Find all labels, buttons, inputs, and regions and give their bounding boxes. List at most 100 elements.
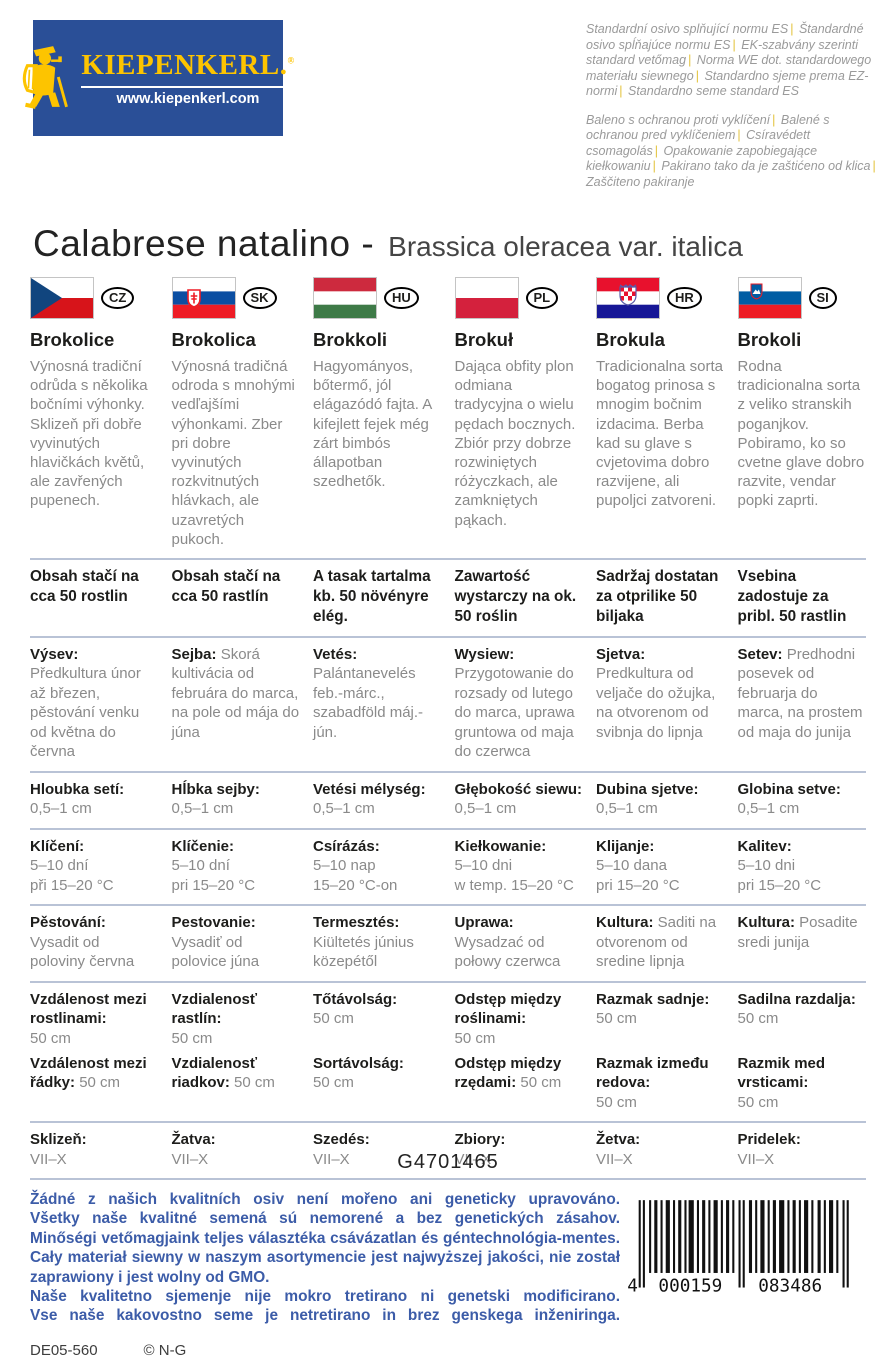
hr-spacing: Razmak sadnje: 50 cm Razmak između redova… <box>596 990 710 1111</box>
country-badge-sk: SK <box>242 286 277 310</box>
cz-germination: Klíčení: 5–10 dní při 15–20 °C <box>30 837 114 894</box>
hr-depth: Dubina sjetve: 0,5–1 cm <box>596 780 699 818</box>
logo-divider <box>81 86 295 88</box>
harvest-row: Sklizeň: VII–X Žatva: VII–X Szedés: VII–X Z… <box>30 1121 866 1180</box>
hr-harvest: Žetva: VII–X <box>596 1131 641 1168</box>
hu-cultivation: Termesztés: Kiültetés június közepétől <box>313 914 414 970</box>
flag-pl-icon <box>454 277 519 319</box>
sk-germination: Klíčenie: 5–10 dní pri 15–20 °C <box>171 837 256 894</box>
flag-hu-icon <box>313 277 377 319</box>
standards-notes: Standardní osivo splňující normu ES | Šta… <box>586 20 882 203</box>
botanical-name: Brassica oleracea var. italica <box>388 231 743 262</box>
print-codes: DE05-560 © N-G <box>30 1326 620 1359</box>
hu-depth: Vetési mélység: 0,5–1 cm <box>313 780 426 818</box>
brand-website: www.kiepenkerl.com <box>116 91 260 107</box>
standards-note: Standardní osivo splňující normu ES | Šta… <box>586 22 872 98</box>
sk-content-amount: Obsah stačí na cca 50 rastlín <box>171 567 281 605</box>
note-separator: | <box>772 112 776 127</box>
sk-sowing: Sejba: Skorá kultivácia od februára do m… <box>171 645 300 741</box>
crop-name-hr: Brokula <box>596 329 665 350</box>
cz-spacing: Vzdálenost mezi rostlinami: 50 cm Vzdálen… <box>30 990 147 1092</box>
note-separator: | <box>652 159 656 173</box>
si-germination: Kalitev: 5–10 dni pri 15–20 °C <box>737 837 822 894</box>
barcode-icon: 4 000159 083486 <box>627 1200 849 1297</box>
description-pl: Dająca obfity plon odmiana tradycyjna o … <box>454 358 576 529</box>
description-si: Rodna tradicionalna sorta z veliko stran… <box>737 358 865 510</box>
top-bar: KIEPENKERL.® www.kiepenkerl.com Standard… <box>0 0 896 203</box>
flag-si-icon <box>737 277 802 319</box>
description-sk: Výnosná tradičná odroda s mnohými vedľaj… <box>171 358 295 548</box>
cz-depth: Hloubka setí: 0,5–1 cm <box>30 780 125 818</box>
quality-line-hr: Naše kvalitetno sjemenje nije mokro tret… <box>30 1288 620 1306</box>
pl-sowing: Wysiew: Przygotowanie do rozsady od lute… <box>454 645 575 761</box>
note-separator: | <box>732 37 736 52</box>
flag-sk-icon <box>171 277 236 319</box>
crop-name-hu: Brokkoli <box>313 329 388 350</box>
country-badge-si: SI <box>808 286 837 310</box>
hu-column-header: HU Brokkoli Hagyományos, bőtermő, jól el… <box>313 277 442 549</box>
note-separator: | <box>695 68 699 83</box>
si-column-header: SI Brokoli Rodna tradicionalna sorta z v… <box>737 277 867 549</box>
crop-name-si: Brokoli <box>737 329 802 350</box>
brand-name: KIEPENKERL.® <box>81 49 295 81</box>
sk-spacing: Vzdialenosť rastlín: 50 cm Vzdialenosť ri… <box>171 990 275 1092</box>
pl-germination: Kiełkowanie: 5–10 dni w temp. 15–20 °C <box>454 837 574 894</box>
quality-line-pl: Cały materiał siewny w naszym asortymenc… <box>30 1249 620 1286</box>
pl-cultivation: Uprawa: Wysadzać od połowy czerwca <box>454 914 561 970</box>
note-separator: | <box>688 53 692 67</box>
description-hr: Tradicionalna sorta bogatog prinosa s mn… <box>596 358 724 510</box>
description-cz: Výnosná tradiční odrůda s několika boční… <box>30 358 148 510</box>
crop-name-pl: Brokuł <box>454 329 514 350</box>
cz-content-amount: Obsah stačí na cca 50 rostlin <box>30 567 139 605</box>
barcode-digits-left: 000159 <box>658 1277 722 1297</box>
si-harvest: Pridelek: VII–X <box>737 1131 801 1168</box>
pl-harvest: Zbiory: VII–X <box>454 1131 506 1168</box>
note-separator: | <box>790 22 794 36</box>
hu-spacing: Tőtávolság: 50 cm Sortávolság: 50 cm <box>313 990 404 1092</box>
note-separator: | <box>654 143 658 158</box>
si-content-amount: Vsebina zadostuje za pribl. 50 rastlin <box>737 567 847 625</box>
lot-code: DE05-560 <box>30 1341 98 1359</box>
content-amount-row: Obsah stačí na cca 50 rostlin Obsah stač… <box>30 557 866 636</box>
note-separator: | <box>737 128 741 142</box>
hu-harvest: Szedés: VII–X <box>313 1131 370 1168</box>
hr-germination: Klijanje: 5–10 dana pri 15–20 °C <box>596 837 680 894</box>
pl-content-amount: Zawartość wystarczy na ok. 50 roślin <box>454 567 577 625</box>
quality-line-si: Vse naše kakovostno seme je netretirano … <box>30 1307 620 1325</box>
barcode-digits-right: 083486 <box>758 1277 822 1297</box>
country-badge-cz: CZ <box>101 286 135 310</box>
country-badge-hu: HU <box>384 286 419 310</box>
registered-mark-icon: ® <box>287 55 295 66</box>
hr-sowing: Sjetva: Predkultura od veljače do ožujka… <box>596 645 716 741</box>
si-depth: Globina setve: 0,5–1 cm <box>737 780 841 818</box>
quality-line-sk: Všetky naše kvalitné semená sú nemorené … <box>30 1210 620 1228</box>
spacing-row: Vzdálenost mezi rostlinami: 50 cm Vzdálen… <box>30 980 866 1122</box>
depth-row: Hloubka setí: 0,5–1 cm Hĺbka sejby: 0,5–1 … <box>30 770 866 828</box>
hr-column-header: HR Brokula Tradicionalna sorta bogatog p… <box>596 277 725 549</box>
pl-depth: Głębokość siewu: 0,5–1 cm <box>454 780 583 818</box>
sk-harvest: Žatva: VII–X <box>171 1131 216 1168</box>
header-row: CZ Brokolice Výnosná tradiční odrůda s n… <box>30 275 866 558</box>
hr-content-amount: Sadržaj dostatan za otprilike 50 biljaka <box>596 567 719 625</box>
sk-depth: Hĺbka sejby: 0,5–1 cm <box>171 780 260 818</box>
flag-hr-icon <box>596 277 660 319</box>
sowing-row: Výsev: Předkultura únor až březen, pěsto… <box>30 635 866 771</box>
footer: Žádné z našich kvalitních osiv není moře… <box>0 1180 896 1359</box>
hu-germination: Csírázás: 5–10 nap 15–20 °C-on <box>313 837 398 894</box>
hu-content-amount: A tasak tartalma kb. 50 növényre elég. <box>313 567 431 625</box>
si-spacing: Sadilna razdalja: 50 cm Razmik med vrstic… <box>737 990 856 1111</box>
si-cultivation: Kultura: Posadite sredi junija <box>737 914 858 951</box>
ean-barcode: 4 000159 083486 <box>620 1196 882 1305</box>
cz-column-header: CZ Brokolice Výnosná tradiční odrůda s n… <box>30 277 159 549</box>
sk-column-header: SK Brokolica Výnosná tradičná odroda s m… <box>171 277 301 549</box>
quality-statement: Žádné z našich kvalitních osiv není moře… <box>30 1190 620 1326</box>
variety-title: Calabrese natalino - <box>33 223 375 264</box>
country-badge-pl: PL <box>525 286 559 310</box>
hr-cultivation: Kultura: Saditi na otvorenom od sredine … <box>596 914 717 970</box>
copyright: © N-G <box>143 1341 187 1359</box>
pl-spacing: Odstęp między roślinami: 50 cm Odstęp mię… <box>454 990 562 1092</box>
brand-logo: KIEPENKERL.® www.kiepenkerl.com <box>23 20 295 136</box>
note-separator: | <box>872 159 876 173</box>
language-columns-table: CZ Brokolice Výnosná tradiční odrůda s n… <box>0 269 896 1180</box>
